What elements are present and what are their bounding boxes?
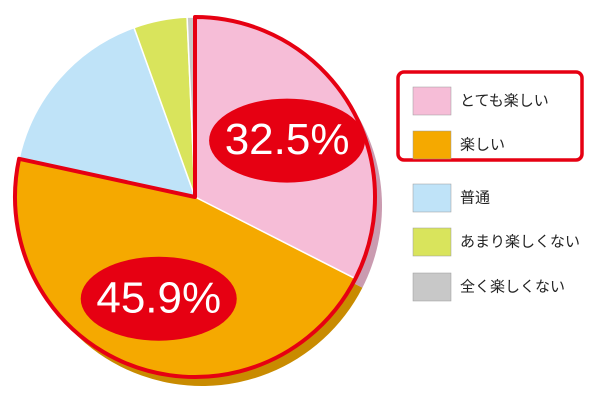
- slice: [18, 26, 197, 199]
- value-label-bg: [80, 256, 237, 341]
- legend-label: 普通: [460, 189, 490, 207]
- legend-label: 全く楽しくない: [460, 278, 565, 296]
- value-label-bg: [209, 98, 366, 183]
- legend-swatch: [412, 183, 452, 213]
- value-label: 45.9%: [96, 273, 221, 322]
- pie: 32.5% 45.9%: [13, 15, 377, 379]
- legend-swatch: [412, 86, 452, 116]
- highlight-outline: [13, 15, 377, 379]
- legend-label: とても楽しい: [460, 92, 549, 110]
- legend-swatch: [412, 272, 452, 302]
- legend-label: 楽しい: [460, 136, 505, 154]
- legend-swatch: [412, 227, 452, 257]
- legend-label: あまり楽しくない: [460, 233, 580, 251]
- legend-swatch: [412, 130, 452, 160]
- value-label: 32.5%: [225, 115, 350, 164]
- legend-highlight: [396, 70, 584, 162]
